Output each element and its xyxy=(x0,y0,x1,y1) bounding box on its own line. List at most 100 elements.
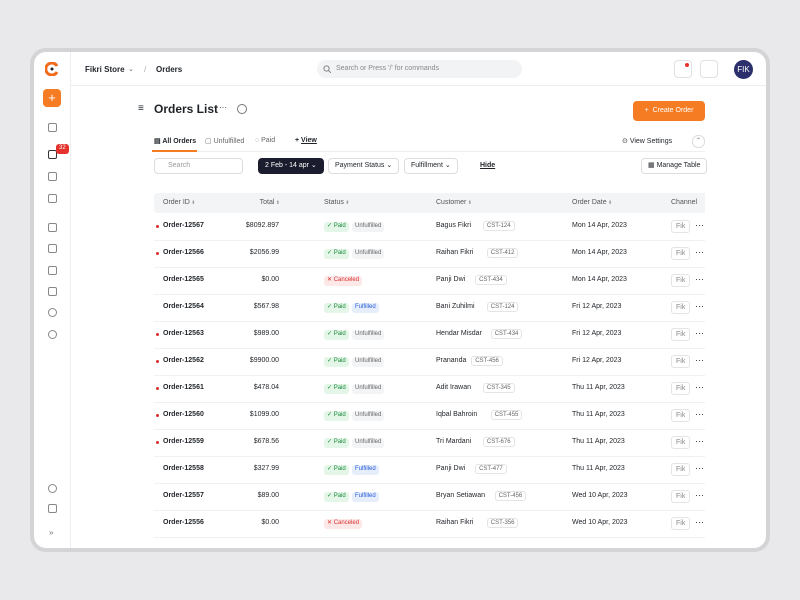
row-actions[interactable]: ··· xyxy=(695,274,704,284)
info-icon[interactable] xyxy=(237,104,247,114)
create-order-button[interactable]: + Create Order xyxy=(633,101,705,121)
status-icon: ✓ xyxy=(327,250,334,256)
payment-label: Paid xyxy=(333,412,346,418)
payment-status: ✕ Canceled xyxy=(324,276,363,286)
tab-active[interactable]: ▤ All Orders xyxy=(154,138,197,145)
status-icon: ✓ xyxy=(327,412,334,418)
row-actions[interactable]: ··· xyxy=(695,382,704,392)
payment-status: ✓ Paid xyxy=(324,492,349,502)
customer-id: CST-345 xyxy=(482,383,515,393)
table-row[interactable]: Order-12557 $89.00 ✓ Paid Fulfilled Bryan Se… xyxy=(154,483,705,511)
nav-icon[interactable] xyxy=(48,266,57,275)
customer-id: CST-477 xyxy=(475,464,507,474)
nav-icon[interactable] xyxy=(48,287,57,296)
nav-icon[interactable] xyxy=(48,308,57,317)
manage-table-button[interactable]: ▦ Manage Table xyxy=(641,158,708,174)
payment-filter[interactable]: Payment Status ⌄ xyxy=(328,158,400,174)
chat-button[interactable] xyxy=(700,60,718,78)
nav-icon[interactable] xyxy=(48,172,57,181)
button-label: Create Order xyxy=(652,107,694,114)
column-header[interactable]: Total ⬍ xyxy=(259,199,280,206)
status-icon: ✓ xyxy=(327,466,334,472)
apps-icon[interactable] xyxy=(48,504,57,513)
collapse-button[interactable]: ⌃ xyxy=(692,135,705,148)
channel: Fik xyxy=(671,301,691,314)
unread-dot xyxy=(156,225,159,228)
table-row[interactable]: Order-12560 $1099.00 ✓ Paid Unfulfilled Iqba… xyxy=(154,402,705,430)
table-row[interactable]: Order-12559 $678.56 ✓ Paid Unfulfilled Tri M… xyxy=(154,429,705,457)
row-actions[interactable]: ··· xyxy=(695,301,704,311)
table-row[interactable]: Order-12561 $478.04 ✓ Paid Unfulfilled Adit … xyxy=(154,375,705,403)
customer-id: CST-356 xyxy=(486,518,519,528)
hide-button[interactable]: Hide xyxy=(480,162,496,169)
column-header[interactable]: Customer ⬍ xyxy=(436,199,472,206)
orders-icon[interactable] xyxy=(48,150,57,159)
table-row[interactable]: Order-12562 $9900.00 ✓ Paid Unfulfilled Pran… xyxy=(154,348,705,376)
column-header[interactable]: Channel xyxy=(671,199,698,206)
table-row[interactable]: Order-12566 $2056.99 ✓ Paid Unfulfilled Raih… xyxy=(154,240,705,268)
settings-icon[interactable] xyxy=(48,484,57,493)
table-row[interactable]: Order-12563 $989.00 ✓ Paid Unfulfilled Henda… xyxy=(154,321,705,349)
order-total: $8092.897 xyxy=(245,222,279,229)
menu-icon[interactable]: ≡ xyxy=(138,103,144,114)
table-row[interactable]: Order-12556 $0.00 ✕ Canceled Raihan Fikri CS… xyxy=(154,510,705,538)
search-bar[interactable]: Search or Press '/' for commands xyxy=(317,60,522,78)
column-header[interactable]: Order Date ⬍ xyxy=(572,199,613,206)
store-name[interactable]: Fikri Store xyxy=(85,65,125,74)
tab[interactable]: ▢ Unfulfilled xyxy=(205,138,245,145)
fulfillment-status: Unfulfilled xyxy=(352,330,385,340)
tab-label: All Orders xyxy=(162,138,197,145)
date-filter[interactable]: 2 Feb - 14 apr ⌄ xyxy=(258,158,324,174)
payment-filter-label: Payment Status xyxy=(335,162,385,169)
tab[interactable]: ◌ Paid xyxy=(255,137,276,144)
page-title: Orders List xyxy=(154,102,219,116)
customer-name: Bryan Setiawan xyxy=(436,492,486,499)
customer-id: CST-434 xyxy=(475,275,507,285)
table-row[interactable]: Order-12558 $327.99 ✓ Paid Fulfilled Panji D… xyxy=(154,456,705,484)
row-actions[interactable]: ··· xyxy=(695,517,704,527)
row-actions[interactable]: ··· xyxy=(695,463,704,473)
view-settings[interactable]: ⊙ View Settings xyxy=(622,138,673,145)
status-icon: ✓ xyxy=(327,331,334,337)
row-actions[interactable]: ··· xyxy=(695,355,704,365)
customer-name: Raihan Fikri xyxy=(436,519,474,526)
row-actions[interactable]: ··· xyxy=(695,328,704,338)
sort-icon: ⬍ xyxy=(343,200,350,206)
status-icon: ✓ xyxy=(327,223,334,229)
order-total: $989.00 xyxy=(253,330,279,337)
add-button[interactable]: + xyxy=(43,89,61,107)
channel: Fik xyxy=(671,409,691,422)
payment-status: ✓ Paid xyxy=(324,438,349,448)
order-total: $678.56 xyxy=(253,438,279,445)
home-icon[interactable] xyxy=(48,123,57,132)
table-row[interactable]: Order-12565 $0.00 ✕ Canceled Panji Dwi CST-4… xyxy=(154,267,705,295)
row-actions[interactable]: ··· xyxy=(695,490,704,500)
expand-icon[interactable]: » xyxy=(49,528,54,537)
order-date: Thu 11 Apr, 2023 xyxy=(572,438,625,445)
column-header[interactable]: Status ⬍ xyxy=(324,199,350,206)
row-actions[interactable]: ··· xyxy=(695,247,704,257)
date-filter-label: 2 Feb - 14 apr xyxy=(265,162,309,169)
nav-icon[interactable] xyxy=(48,194,57,203)
fulfillment-filter[interactable]: Fulfillment ⌄ xyxy=(404,158,458,174)
notification-button[interactable] xyxy=(674,60,692,78)
channel: Fik xyxy=(671,355,691,368)
customer-name: Bagus Fikri xyxy=(436,222,472,229)
add-view[interactable]: + View xyxy=(295,137,317,144)
nav-icon[interactable] xyxy=(48,330,57,339)
nav-icon[interactable] xyxy=(48,244,57,253)
filter-search[interactable]: Search xyxy=(154,158,243,174)
table-row[interactable]: Order-12564 $567.98 ✓ Paid Fulfilled Bani Zu… xyxy=(154,294,705,322)
row-actions[interactable]: ··· xyxy=(695,436,704,446)
customer-name: Hendar Misdar xyxy=(436,330,482,337)
column-header[interactable]: Order ID ⬍ xyxy=(163,199,196,206)
row-actions[interactable]: ··· xyxy=(695,220,704,230)
more-icon[interactable]: ··· xyxy=(219,103,227,112)
fulfillment-status: Unfulfilled xyxy=(352,384,385,394)
nav-icon[interactable] xyxy=(48,223,57,232)
avatar[interactable]: FIK xyxy=(734,60,753,79)
payment-status: ✓ Paid xyxy=(324,303,349,313)
row-actions[interactable]: ··· xyxy=(695,409,704,419)
table-row[interactable]: Order-12567 $8092.897 ✓ Paid Unfulfilled Bag… xyxy=(154,213,705,241)
